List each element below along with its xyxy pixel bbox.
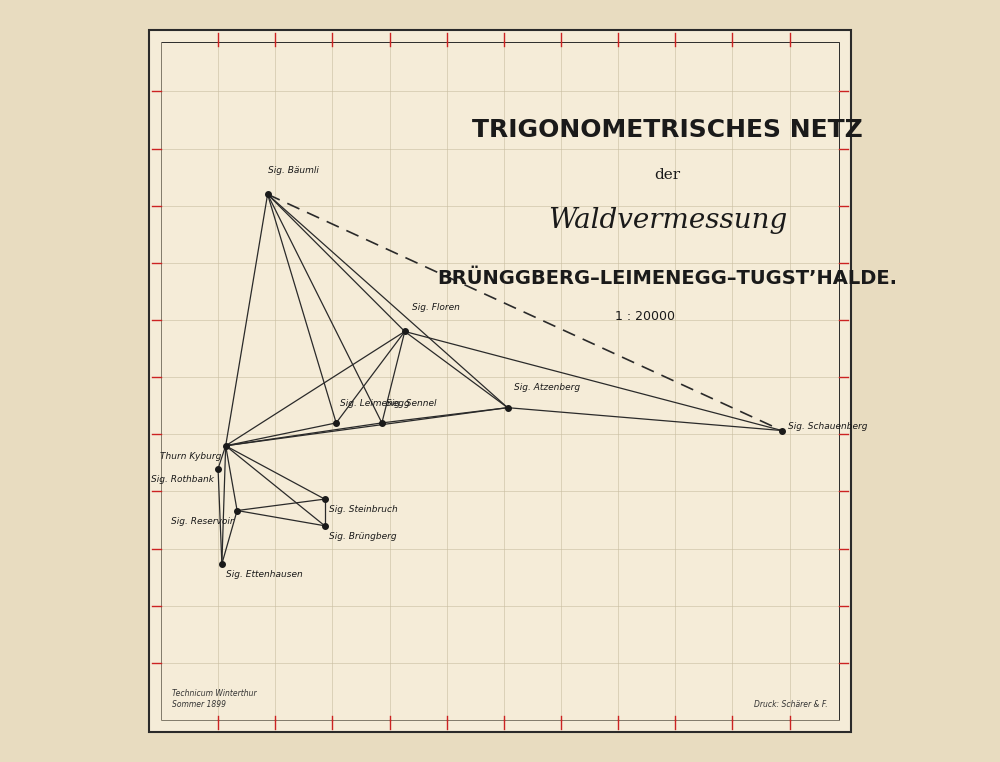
Text: Sig. Ettenhausen: Sig. Ettenhausen — [226, 570, 302, 579]
Text: Sig. Leimenegg: Sig. Leimenegg — [340, 399, 410, 408]
Text: Waldvermessung: Waldvermessung — [548, 207, 787, 235]
Text: Sig. Bäumli: Sig. Bäumli — [268, 166, 318, 175]
Text: Sig. Floren: Sig. Floren — [412, 303, 460, 312]
Text: Sig. Sennel: Sig. Sennel — [386, 399, 436, 408]
Text: Sig. Brüngberg: Sig. Brüngberg — [329, 532, 396, 541]
Text: Sig. Reservoir: Sig. Reservoir — [171, 517, 233, 526]
Text: Technicum Winterthur
Sommer 1899: Technicum Winterthur Sommer 1899 — [172, 690, 257, 709]
Text: BRÜNGGBERG–LEIMENEGG–TUGST’HALDE.: BRÜNGGBERG–LEIMENEGG–TUGST’HALDE. — [438, 269, 898, 287]
Text: Sig. Rothbank: Sig. Rothbank — [151, 475, 214, 484]
Text: Thurn Kyburg: Thurn Kyburg — [160, 452, 222, 461]
Text: Sig. Atzenberg: Sig. Atzenberg — [514, 383, 580, 392]
Text: Sig. Schauenberg: Sig. Schauenberg — [788, 421, 868, 431]
Text: 1 : 20000: 1 : 20000 — [615, 309, 675, 323]
Text: der: der — [655, 168, 681, 182]
Text: Druck: Schärer & F.: Druck: Schärer & F. — [754, 700, 828, 709]
Text: Sig. Steinbruch: Sig. Steinbruch — [329, 505, 397, 514]
FancyBboxPatch shape — [149, 30, 851, 732]
Text: TRIGONOMETRISCHES NETZ: TRIGONOMETRISCHES NETZ — [472, 117, 863, 142]
